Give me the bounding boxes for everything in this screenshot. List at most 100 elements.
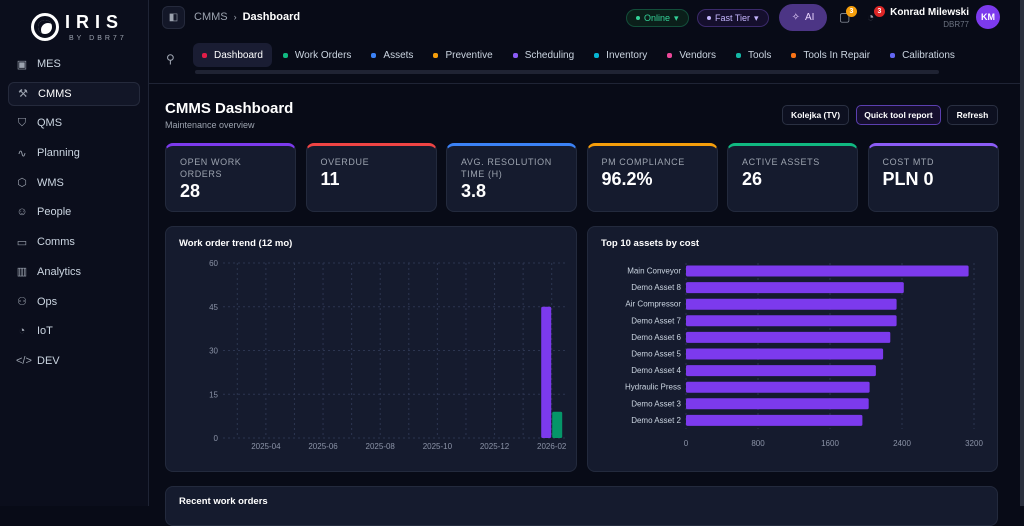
message-icon: ▭: [16, 236, 28, 249]
tab-tools-in-repair[interactable]: Tools In Repair: [782, 43, 879, 67]
inbox-icon: ▢: [839, 10, 851, 24]
work-order-trend-card: Work order trend (12 mo) 0 15 30 45 60 2025-0…: [165, 226, 577, 472]
user-menu[interactable]: Konrad Milewski DBR77: [890, 7, 969, 29]
y-tick-label: Demo Asset 8: [631, 283, 681, 292]
sidebar-item-ops[interactable]: ⚇ Ops: [8, 290, 140, 314]
sidebar-item-analytics[interactable]: ▥ Analytics: [8, 260, 140, 284]
inbox-button[interactable]: ▢ 3: [839, 6, 857, 24]
kpi-label: OVERDUE: [320, 157, 370, 167]
bell-icon: ◔: [867, 10, 875, 24]
tier-dropdown[interactable]: Fast Tier ▾: [697, 9, 769, 27]
sidebar-item-mes[interactable]: ▣ MES: [8, 52, 140, 76]
x-tick-label: 2025-06: [308, 442, 338, 451]
status-dropdown[interactable]: Online ▾: [626, 9, 689, 27]
kpi-card: OPEN WORK ORDERS 28: [165, 143, 296, 212]
sidebar-item-wms[interactable]: ⬡ WMS: [8, 171, 140, 195]
shield-icon: ⛉: [17, 116, 27, 129]
tab-color-icon: [667, 52, 673, 58]
tab-tools[interactable]: Tools: [727, 43, 780, 67]
sidebar-item-qms[interactable]: ⛉ QMS: [8, 111, 140, 135]
bar: [686, 331, 891, 343]
tab-color-icon: [371, 52, 377, 58]
x-tick-label: 2025-12: [480, 442, 510, 451]
x-tick-label: 2025-10: [423, 442, 453, 451]
tab-calibrations[interactable]: Calibrations: [881, 43, 964, 67]
refresh-button[interactable]: Refresh: [947, 105, 998, 125]
sidebar-item-people[interactable]: ☺ People: [8, 200, 140, 224]
x-tick-label: 3200: [965, 439, 983, 448]
iris-logo[interactable]: IRIS BY DBR77: [31, 12, 127, 42]
tabs-scrollbar[interactable]: [195, 70, 939, 74]
sidebar-item-label: Analytics: [37, 265, 82, 278]
bar: [686, 348, 884, 360]
notifications-badge: 3: [874, 6, 885, 17]
sidebar-toggle-icon[interactable]: ◧: [162, 6, 185, 29]
box-icon: ⬡: [17, 177, 27, 190]
network-icon: ⚇: [17, 296, 27, 308]
inbox-badge: 3: [846, 6, 857, 17]
page-scrollbar[interactable]: [1020, 0, 1024, 506]
sidebar-item-label: DEV: [37, 354, 60, 367]
sidebar-nav: ▣ MES ⚒ CMMS ⛉ QMS ∿ Planning ⬡ WMS ☺ People ▭ Comms ▥…: [8, 52, 140, 379]
kpi-card: PM COMPLIANCE 96.2%: [586, 143, 718, 212]
tab-color-icon: [282, 52, 288, 58]
kpi-card: AVG. RESOLUTION TIME (H) 3.8: [446, 143, 577, 212]
chevron-down-icon: ▾: [674, 12, 679, 23]
kpi-label: PM COMPLIANCE: [601, 157, 685, 167]
tab-assets[interactable]: Assets: [362, 43, 422, 67]
y-tick-label: Demo Asset 5: [631, 350, 681, 359]
bar: [686, 398, 869, 410]
quick-tool-report-button[interactable]: Quick tool report: [856, 105, 941, 125]
x-tick-label: 2026-02: [537, 442, 567, 451]
y-tick-label: 45: [209, 303, 218, 312]
bar: [686, 282, 904, 294]
search-icon[interactable]: ⚲: [166, 52, 175, 66]
y-tick-label: 60: [209, 259, 218, 268]
sidebar-item-label: Ops: [37, 295, 58, 308]
chevron-down-icon: ▾: [754, 12, 759, 23]
y-tick-label: Demo Asset 6: [631, 333, 681, 342]
breadcrumb-cmms[interactable]: CMMS: [194, 11, 228, 23]
sidebar-item-cmms[interactable]: ⚒ CMMS: [8, 81, 140, 106]
module-tabs: Dashboard Work Orders Assets Preventive Sche…: [193, 43, 966, 67]
bar: [686, 265, 969, 277]
sidebar-item-planning[interactable]: ∿ Planning: [8, 141, 140, 165]
kpi-card: OVERDUE 11: [305, 143, 437, 212]
page-subtitle: Maintenance overview: [165, 120, 255, 130]
y-tick-label: Demo Asset 3: [631, 399, 681, 408]
kpi-value: 26: [742, 169, 763, 189]
y-tick-label: Demo Asset 2: [631, 416, 681, 425]
top-assets-card: Top 10 assets by cost 0 800 1600 2400 3200 Ma…: [587, 226, 998, 472]
avatar[interactable]: KM: [976, 5, 1000, 29]
bar: [686, 365, 876, 377]
kpi-label: OPEN WORK ORDERS: [180, 157, 242, 179]
x-tick-label: 2025-08: [366, 442, 396, 451]
sidebar-item-comms[interactable]: ▭ Comms: [8, 230, 140, 254]
sidebar-item-label: CMMS: [38, 87, 72, 100]
tab-color-icon: [791, 52, 797, 58]
sidebar-item-iot[interactable]: ◔ IoT: [8, 319, 140, 343]
sparkles-icon: ✧: [791, 12, 800, 23]
top-bar: ◧ CMMS › Dashboard Online ▾ Fast Tier ▾ ✧ AI …: [149, 0, 1024, 84]
y-tick-label: 15: [209, 390, 218, 399]
sidebar-item-label: WMS: [37, 176, 64, 189]
tab-work-orders[interactable]: Work Orders: [274, 43, 361, 67]
queue-tv-button[interactable]: Kolejka (TV): [782, 105, 849, 125]
tab-inventory[interactable]: Inventory: [585, 43, 656, 67]
tab-vendors[interactable]: Vendors: [658, 43, 725, 67]
tab-preventive[interactable]: Preventive: [424, 43, 501, 67]
notifications-button[interactable]: ◔ 3: [867, 6, 885, 24]
tab-scheduling[interactable]: Scheduling: [504, 43, 583, 67]
breadcrumb-current: Dashboard: [242, 11, 301, 23]
chart-title: Work order trend (12 mo): [179, 238, 293, 249]
bar: [686, 298, 897, 310]
bar: [541, 306, 552, 438]
tab-dashboard[interactable]: Dashboard: [193, 43, 272, 67]
kpi-value: 28: [180, 181, 201, 201]
y-tick-label: Hydraulic Press: [625, 383, 681, 392]
ai-button[interactable]: ✧ AI: [779, 4, 827, 31]
kpi-value: PLN 0: [882, 169, 934, 189]
sidebar-item-dev[interactable]: </> DEV: [8, 349, 140, 373]
wrench-icon: ⚒: [18, 88, 28, 101]
kpi-card: COST MTD PLN 0: [867, 143, 999, 212]
